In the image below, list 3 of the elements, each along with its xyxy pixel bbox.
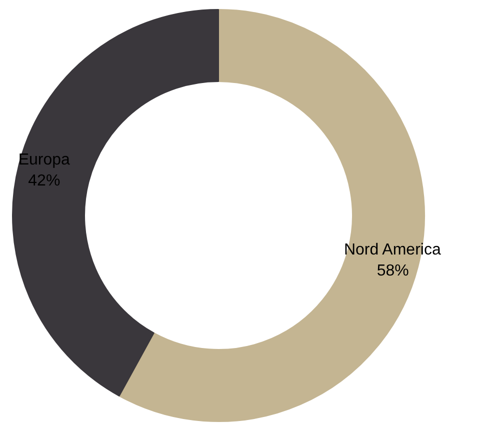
slice-label: Europa bbox=[18, 152, 70, 169]
data-label: 58% bbox=[376, 262, 409, 280]
data-label: 42% bbox=[28, 172, 60, 190]
